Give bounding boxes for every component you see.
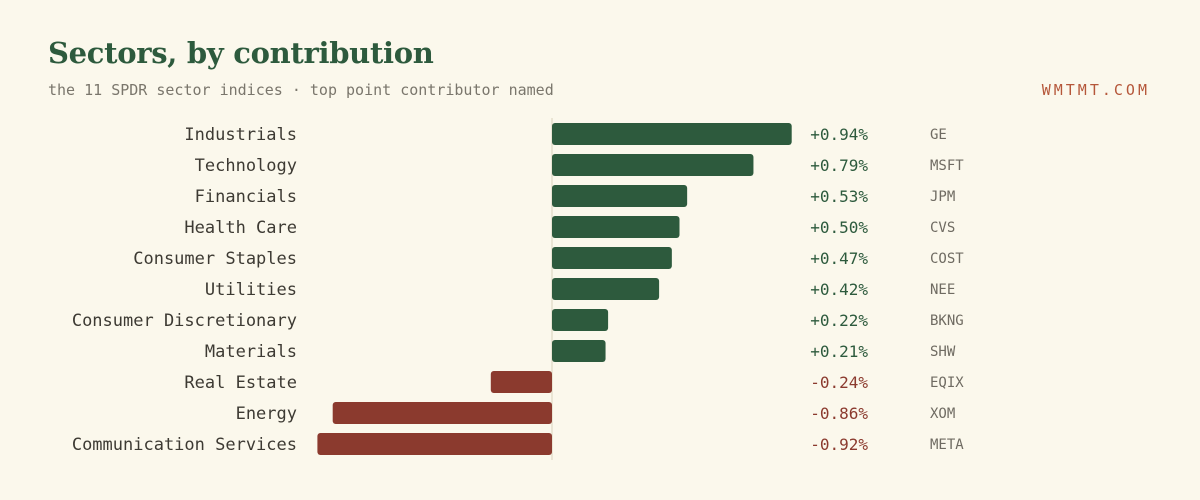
category-label: Materials (205, 342, 297, 362)
chart-row: Utilities +0.42% NEE (205, 278, 955, 300)
chart-title: Sectors, by contribution (48, 36, 434, 70)
value-label: -0.92% (810, 435, 868, 454)
value-label: +0.50% (810, 218, 868, 237)
top-contributor-ticker: EQIX (930, 375, 964, 391)
value-label: +0.94% (810, 125, 868, 144)
value-label: -0.86% (810, 404, 868, 423)
top-contributor-ticker: SHW (930, 344, 956, 360)
chart-row: Health Care +0.50% CVS (184, 216, 955, 238)
category-label: Technology (195, 156, 297, 176)
category-label: Real Estate (184, 373, 297, 393)
bar (552, 247, 672, 269)
value-label: +0.47% (810, 249, 868, 268)
chart-subtitle: the 11 SPDR sector indices · top point c… (48, 81, 554, 99)
bar (552, 154, 754, 176)
chart-row: Technology +0.79% MSFT (195, 154, 964, 176)
category-label: Consumer Staples (133, 249, 297, 269)
bar (317, 433, 552, 455)
value-label: +0.21% (810, 342, 868, 361)
bar (552, 278, 660, 300)
top-contributor-ticker: GE (930, 127, 947, 143)
top-contributor-ticker: JPM (930, 189, 955, 205)
bar (552, 340, 606, 362)
bar (552, 216, 680, 238)
chart-row: Consumer Discretionary +0.22% BKNG (72, 309, 964, 331)
category-label: Energy (236, 404, 297, 424)
bar (490, 371, 552, 393)
chart-row: Consumer Staples +0.47% COST (133, 247, 964, 269)
top-contributor-ticker: XOM (930, 406, 955, 422)
top-contributor-ticker: BKNG (930, 313, 964, 329)
top-contributor-ticker: MSFT (930, 158, 964, 174)
category-label: Communication Services (72, 435, 297, 455)
top-contributor-ticker: META (930, 437, 964, 453)
value-label: +0.22% (810, 311, 868, 330)
value-label: -0.24% (810, 373, 868, 392)
brand-link[interactable]: WMTMT.COM (1041, 81, 1150, 99)
chart-row: Industrials +0.94% GE (184, 123, 947, 145)
top-contributor-ticker: CVS (930, 220, 955, 236)
chart-row: Real Estate -0.24% EQIX (184, 371, 964, 393)
value-label: +0.42% (810, 280, 868, 299)
category-label: Health Care (184, 218, 297, 238)
chart-row: Financials +0.53% JPM (195, 185, 955, 207)
top-contributor-ticker: COST (930, 251, 964, 267)
value-label: +0.79% (810, 156, 868, 175)
value-label: +0.53% (810, 187, 868, 206)
top-contributor-ticker: NEE (930, 282, 955, 298)
category-label: Industrials (184, 125, 297, 145)
category-label: Utilities (205, 280, 297, 300)
category-label: Consumer Discretionary (72, 311, 297, 331)
bar (332, 402, 552, 424)
chart-row: Materials +0.21% SHW (205, 340, 956, 362)
bar (552, 123, 792, 145)
chart-row: Energy -0.86% XOM (236, 402, 955, 424)
chart-row: Communication Services -0.92% META (72, 433, 964, 455)
category-label: Financials (195, 187, 297, 207)
bar (552, 309, 609, 331)
bar (552, 185, 688, 207)
